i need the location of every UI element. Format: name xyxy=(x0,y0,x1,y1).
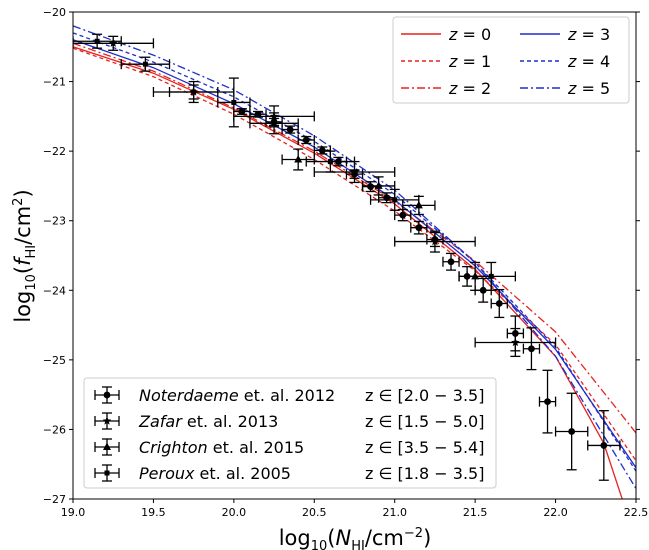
legend-label-z0: z = 0 xyxy=(448,25,491,44)
y-axis-ticks: −27 −26 −25 −24 −23 −22 −21 −20 xyxy=(43,6,73,506)
error-bar xyxy=(522,327,541,371)
data-point-peroux xyxy=(488,273,494,279)
model-curve-z4 xyxy=(73,32,636,472)
right-axis-ticks xyxy=(636,11,640,500)
x-tick-label: 21.5 xyxy=(463,506,488,519)
x-tick-label: 20.0 xyxy=(222,506,247,519)
legend-label-crighton: Crighton et. al. 2015 xyxy=(139,438,304,457)
x-tick-label: 19.0 xyxy=(61,506,86,519)
data-point-noterdaeme xyxy=(399,211,407,219)
data-point-zafar xyxy=(108,38,118,47)
x-tick-label: 20.5 xyxy=(302,506,327,519)
data-point-noterdaeme xyxy=(495,300,503,307)
plot-area-frame xyxy=(72,11,637,500)
model-curves xyxy=(73,25,636,499)
legend-label-peroux: Peroux et. al. 2005 xyxy=(139,464,291,483)
data-point-peroux xyxy=(327,159,333,165)
data-point-peroux xyxy=(191,89,197,95)
model-curve-z5 xyxy=(73,25,636,489)
data-point-noterdaeme xyxy=(415,224,423,232)
y-tick-label: −24 xyxy=(43,284,66,297)
model-legend: z = 0 z = 1 z = 2 z = 3 z = 4 z = 5 xyxy=(392,16,630,104)
error-bar xyxy=(490,288,508,319)
data-point-noterdaeme xyxy=(528,345,535,353)
legend-marker-noterdaeme xyxy=(103,391,111,399)
x-tick-label: 22.5 xyxy=(624,506,649,519)
legend-zrange-noterdaeme: z ∈ [2.0 − 3.5] xyxy=(365,386,484,405)
data-point-noterdaeme xyxy=(367,183,374,191)
model-curve-z2 xyxy=(73,42,636,434)
legend-label-z5: z = 5 xyxy=(567,79,610,98)
legend-label-noterdaeme: Noterdaeme et. al. 2012 xyxy=(139,386,335,405)
y-tick-label: −26 xyxy=(43,423,66,436)
data-point-noterdaeme xyxy=(447,258,455,266)
data-point-noterdaeme xyxy=(238,108,246,115)
x-tick-label: 19.5 xyxy=(141,506,166,519)
legend-zrange-peroux: z ∈ [1.8 − 3.5] xyxy=(365,464,484,483)
data-point-zafar xyxy=(511,338,520,347)
x-axis-ticks: 19.0 19.5 20.0 20.5 21.0 21.5 22.0 22.5 xyxy=(61,499,649,519)
error-bar xyxy=(120,56,171,72)
data-point-zafar xyxy=(430,237,440,246)
legend-label-z2: z = 2 xyxy=(448,79,491,98)
legend-marker-peroux xyxy=(104,470,110,476)
y-tick-label: −21 xyxy=(43,76,66,89)
data-point-noterdaeme xyxy=(286,126,294,133)
legend-label-z1: z = 1 xyxy=(448,52,491,71)
legend-zrange-crighton: z ∈ [3.5 − 5.4] xyxy=(365,438,484,457)
y-tick-label: −23 xyxy=(43,215,66,228)
data-point-peroux xyxy=(142,61,148,67)
y-tick-label: −20 xyxy=(43,6,66,19)
data-point-noterdaeme xyxy=(318,147,326,154)
data-point-peroux xyxy=(231,99,237,105)
data-point-noterdaeme xyxy=(302,136,310,144)
data-point-peroux xyxy=(392,197,398,203)
data-point-crighton xyxy=(294,154,303,163)
legend-marker-zafar xyxy=(102,416,112,425)
legend-zrange-zafar: z ∈ [1.5 − 5.0] xyxy=(365,412,484,431)
data-point-zafar xyxy=(350,167,359,176)
data-point-noterdaeme xyxy=(568,428,576,435)
data-point-noterdaeme xyxy=(600,442,608,449)
legend-label-z4: z = 4 xyxy=(567,52,610,71)
y-tick-label: −22 xyxy=(43,145,66,158)
data-point-peroux xyxy=(271,120,277,126)
data-legend-box xyxy=(83,377,497,489)
y-tick-label: −25 xyxy=(43,354,66,367)
x-tick-label: 21.0 xyxy=(382,506,407,519)
legend-marker-crighton xyxy=(103,442,111,450)
data-point-noterdaeme xyxy=(544,398,551,405)
model-legend-box xyxy=(392,16,630,104)
observation-points xyxy=(73,33,621,481)
data-point-peroux xyxy=(94,38,100,44)
legend-label-z3: z = 3 xyxy=(567,25,610,44)
data-point-crighton xyxy=(471,271,480,280)
x-tick-label: 22.0 xyxy=(543,506,568,519)
data-point-noterdaeme xyxy=(479,286,487,294)
data-legend: Noterdaeme et. al. 2012 z ∈ [2.0 − 3.5] Za… xyxy=(83,377,497,489)
legend-label-zafar: Zafar et. al. 2013 xyxy=(138,412,278,431)
data-point-crighton xyxy=(374,181,383,189)
y-axis-label: log10(fHI/cm2) xyxy=(11,189,39,322)
y-tick-label: −27 xyxy=(43,493,66,506)
